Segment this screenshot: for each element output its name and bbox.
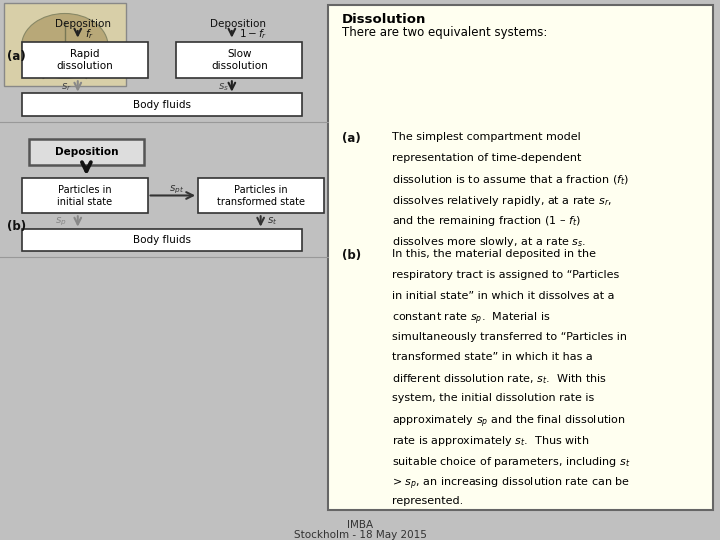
Text: $s_p$: $s_p$ xyxy=(55,215,67,227)
Text: simultaneously transferred to “Particles in: simultaneously transferred to “Particles… xyxy=(392,332,627,342)
Text: constant rate $s_p$.  Material is: constant rate $s_p$. Material is xyxy=(392,311,551,327)
Text: In this, the material deposited in the: In this, the material deposited in the xyxy=(392,249,596,260)
Text: system, the initial dissolution rate is: system, the initial dissolution rate is xyxy=(392,393,595,403)
Text: Particles in
initial state: Particles in initial state xyxy=(57,185,112,206)
Text: (a): (a) xyxy=(342,132,361,145)
Text: dissolves more slowly, at a rate $s_s$.: dissolves more slowly, at a rate $s_s$. xyxy=(392,235,587,249)
Text: dissolves relatively rapidly, at a rate $s_r$,: dissolves relatively rapidly, at a rate … xyxy=(392,194,613,208)
Text: Slow
dissolution: Slow dissolution xyxy=(211,49,268,71)
Text: respiratory tract is assigned to “Particles: respiratory tract is assigned to “Partic… xyxy=(392,270,620,280)
Text: IMBA: IMBA xyxy=(347,520,373,530)
Text: $s_{pt}$: $s_{pt}$ xyxy=(169,184,184,196)
Text: rate is approximately $s_t$.  Thus with: rate is approximately $s_t$. Thus with xyxy=(392,434,590,448)
Text: Dissolution: Dissolution xyxy=(342,14,426,26)
Text: There are two equivalent systems:: There are two equivalent systems: xyxy=(342,26,547,39)
Text: Particles in
transformed state: Particles in transformed state xyxy=(217,185,305,206)
Text: $s_t$: $s_t$ xyxy=(267,215,277,227)
Text: $f_r$: $f_r$ xyxy=(85,27,94,41)
Text: The simplest compartment model: The simplest compartment model xyxy=(392,132,581,143)
Text: different dissolution rate, $s_t$.  With this: different dissolution rate, $s_t$. With … xyxy=(392,373,608,387)
Text: transformed state” in which it has a: transformed state” in which it has a xyxy=(392,352,593,362)
FancyBboxPatch shape xyxy=(22,178,148,213)
FancyBboxPatch shape xyxy=(4,3,126,86)
Text: Rapid
dissolution: Rapid dissolution xyxy=(56,49,113,71)
Text: Stockholm - 18 May 2015: Stockholm - 18 May 2015 xyxy=(294,530,426,539)
Text: dissolution is to assume that a fraction ($f_t$): dissolution is to assume that a fraction… xyxy=(392,173,629,187)
FancyBboxPatch shape xyxy=(328,5,713,510)
Text: $1 - f_r$: $1 - f_r$ xyxy=(239,27,267,41)
Text: and the remaining fraction (1 – $f_t$): and the remaining fraction (1 – $f_t$) xyxy=(392,214,582,228)
Text: $s_s$: $s_s$ xyxy=(217,82,229,93)
Text: suitable choice of parameters, including $s_t$: suitable choice of parameters, including… xyxy=(392,455,631,469)
Text: (a): (a) xyxy=(7,50,26,63)
Text: approximately $s_p$ and the final dissolution: approximately $s_p$ and the final dissol… xyxy=(392,414,626,430)
Circle shape xyxy=(22,14,108,78)
FancyBboxPatch shape xyxy=(22,93,302,116)
Text: Deposition: Deposition xyxy=(210,19,266,29)
Text: Deposition: Deposition xyxy=(55,147,118,157)
Text: > $s_p$, an increasing dissolution rate can be: > $s_p$, an increasing dissolution rate … xyxy=(392,475,631,491)
Text: represented.: represented. xyxy=(392,496,464,506)
Text: $s_r$: $s_r$ xyxy=(61,82,71,93)
Text: Deposition: Deposition xyxy=(55,19,111,29)
FancyBboxPatch shape xyxy=(22,230,302,251)
FancyBboxPatch shape xyxy=(22,42,148,78)
FancyBboxPatch shape xyxy=(29,139,144,165)
FancyBboxPatch shape xyxy=(176,42,302,78)
Text: (b): (b) xyxy=(342,249,361,262)
Text: representation of time-dependent: representation of time-dependent xyxy=(392,153,582,163)
Text: Body fluids: Body fluids xyxy=(133,235,191,245)
FancyBboxPatch shape xyxy=(198,178,324,213)
Text: Body fluids: Body fluids xyxy=(133,100,191,110)
Text: in initial state” in which it dissolves at a: in initial state” in which it dissolves … xyxy=(392,291,615,301)
Text: (b): (b) xyxy=(7,220,27,233)
